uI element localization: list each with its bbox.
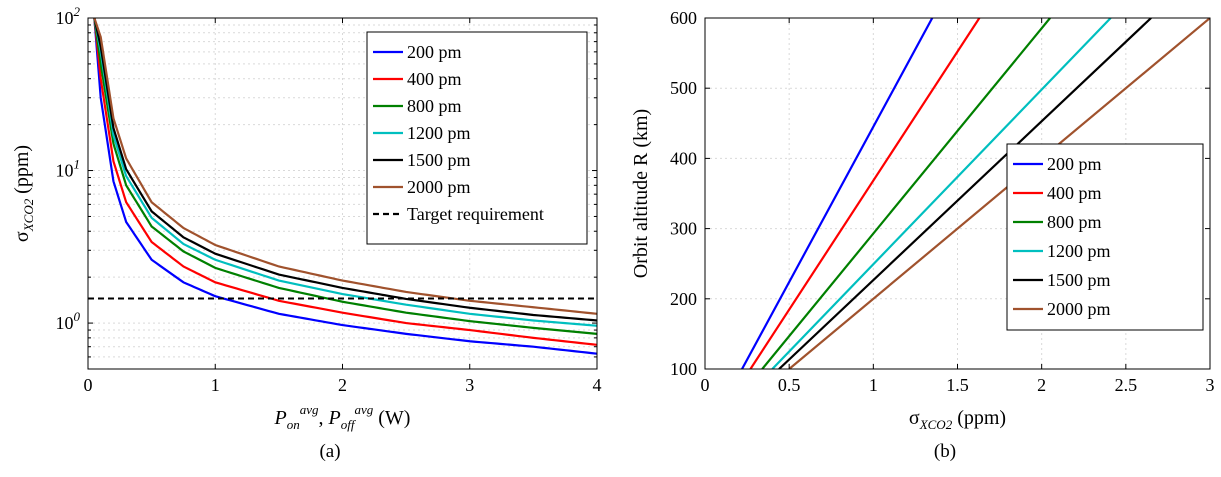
panel-label: (a)	[319, 441, 340, 462]
y-tick-label: 600	[670, 8, 697, 28]
legend-box	[366, 31, 588, 245]
series-line-200-pm	[741, 18, 934, 369]
series-line-2000-pm	[93, 18, 597, 315]
chart-panel-a: 0 1 2 3 4 100 101 102 Ponavg, Poffavg (W) σXCO2 (…	[11, 4, 602, 462]
x-tick-label: 1.5	[946, 375, 969, 395]
x-tick-label: 1	[869, 375, 878, 395]
series-line-800-pm	[93, 18, 597, 335]
x-tick-label: 0.5	[778, 375, 801, 395]
y-tick-label: 100	[56, 309, 81, 333]
x-tick-label: 2.5	[1115, 375, 1138, 395]
series-line-200-pm	[93, 18, 597, 355]
x-axis-label: σXCO2 (ppm)	[909, 407, 1006, 432]
series-line-1200-pm	[771, 18, 1112, 369]
legend-label: 800 pm	[407, 96, 462, 116]
y-tick-label: 500	[670, 78, 697, 98]
x-tick-label: 2	[1037, 375, 1046, 395]
y-tick-label: 300	[670, 219, 697, 239]
y-tick-label: 400	[670, 148, 697, 168]
panel-label: (b)	[934, 441, 956, 462]
legend-label: 400 pm	[1047, 183, 1102, 203]
legend: 200 pm 400 pm 800 pm 1200 pm 1500 pm 2000 pm T…	[366, 31, 588, 245]
legend-box	[1006, 143, 1204, 331]
x-tick-label: 0	[701, 375, 710, 395]
series-line-1500-pm	[778, 18, 1152, 369]
x-tick-label: 0	[84, 375, 93, 395]
legend-label: Target requirement	[407, 204, 544, 224]
series-line-800-pm	[761, 18, 1051, 369]
x-tick-label: 1	[211, 375, 220, 395]
x-tick-label: 3	[465, 375, 474, 395]
legend-label: 1500 pm	[407, 150, 471, 170]
legend-label: 1200 pm	[1047, 241, 1111, 261]
x-axis-label: Ponavg, Poffavg (W)	[274, 402, 411, 432]
legend-label: 2000 pm	[1047, 299, 1111, 319]
legend-label: 1200 pm	[407, 123, 471, 143]
plot-area	[88, 18, 597, 355]
legend-label: 1500 pm	[1047, 270, 1111, 290]
series-line-400-pm	[93, 18, 597, 346]
series-line-1500-pm	[93, 18, 597, 322]
y-axis-label: Orbit altitude R (km)	[630, 109, 652, 278]
legend-label: 400 pm	[407, 69, 462, 89]
x-tick-label: 3	[1206, 375, 1215, 395]
legend-label: 2000 pm	[407, 177, 471, 197]
legend-label: 800 pm	[1047, 212, 1102, 232]
x-tick-label: 2	[338, 375, 347, 395]
y-tick-label: 102	[56, 4, 81, 28]
series-line-1200-pm	[93, 18, 597, 327]
y-axis-label: σXCO2 (ppm)	[11, 145, 36, 242]
y-tick-label: 200	[670, 289, 697, 309]
y-tick-label: 101	[56, 157, 81, 181]
chart-panel-b: 0 0.5 1 1.5 2 2.5 3 100 200 300 400 500 600 σXCO2 (pp…	[630, 8, 1215, 462]
plot-area	[741, 18, 1210, 369]
legend: 200 pm 400 pm 800 pm 1200 pm 1500 pm 2000 pm	[1006, 143, 1204, 331]
series-line-2000-pm	[788, 18, 1210, 369]
x-tick-label: 4	[593, 375, 602, 395]
series-line-400-pm	[749, 18, 981, 369]
legend-label: 200 pm	[1047, 154, 1102, 174]
y-tick-label: 100	[670, 359, 697, 379]
legend-label: 200 pm	[407, 42, 462, 62]
